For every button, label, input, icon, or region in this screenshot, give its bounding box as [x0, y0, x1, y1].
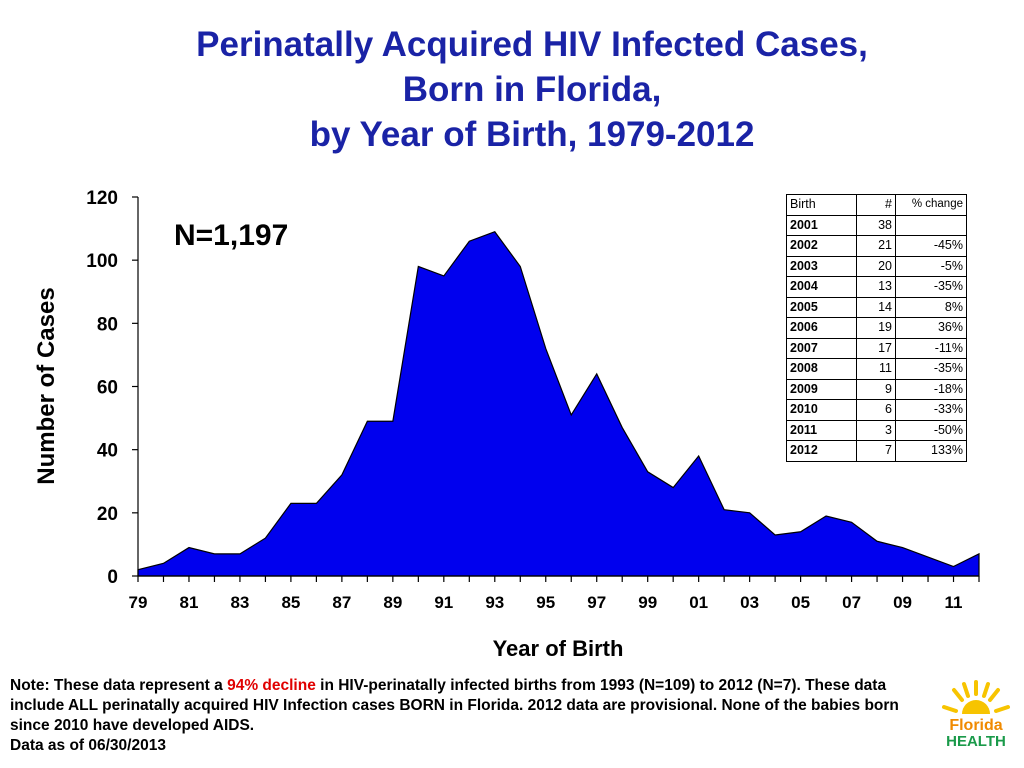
table-cell-year: 2008 — [786, 358, 857, 380]
chart-title: Perinatally Acquired HIV Infected Cases,… — [0, 22, 1024, 157]
note-highlight: 94% decline — [227, 677, 316, 694]
table-cell-count: 6 — [856, 399, 896, 421]
table-cell-year: 2003 — [786, 255, 857, 277]
note-text-before: Note: These data represent a — [10, 677, 228, 694]
sun-icon — [938, 680, 1014, 750]
y-tick-label: 80 — [97, 314, 118, 335]
table-row: 2009 9 -18% — [786, 378, 967, 400]
x-tick-label: 89 — [383, 593, 402, 612]
table-cell-percent-change: -50% — [895, 419, 967, 441]
table-cell-count: 9 — [856, 378, 896, 400]
table-cell-year: 2005 — [786, 296, 857, 318]
title-line-2: Born in Florida, — [402, 70, 662, 109]
y-tick-label: 0 — [107, 567, 118, 588]
x-tick-label: 11 — [945, 593, 963, 612]
table-cell-count: 19 — [856, 317, 896, 339]
table-cell-year: 2009 — [786, 378, 857, 400]
table-row: 2010 6 -33% — [786, 399, 967, 421]
table-cell-percent-change: -45% — [895, 235, 967, 257]
y-tick-label: 100 — [86, 251, 118, 272]
table-row: 2005 14 8% — [786, 296, 967, 318]
table-cell-count: 17 — [856, 337, 896, 359]
x-tick-label: 05 — [791, 593, 810, 612]
note-text-after: in HIV-perinatally infected births from … — [10, 677, 899, 734]
x-tick-label: 91 — [434, 593, 453, 612]
header-count: # — [856, 194, 896, 216]
births-by-year-table: Birth # % change 2001 38 2002 21 -45% 2003 20-… — [786, 194, 967, 462]
logo-text-florida: Florida — [949, 717, 1002, 734]
y-axis-label: Number of Cases — [33, 287, 60, 485]
table-cell-percent-change: -35% — [895, 358, 967, 380]
x-tick-label: 03 — [740, 593, 759, 612]
footnote: Note: These data represent a 94% decline… — [10, 676, 930, 756]
table-row: 2011 3 -50% — [786, 419, 967, 441]
table-row: 2004 13 -35% — [786, 276, 967, 298]
table-row: 2012 7 133% — [786, 440, 967, 462]
x-tick-label: 93 — [485, 593, 504, 612]
x-tick-label: 95 — [536, 593, 555, 612]
title-line-1: Perinatally Acquired HIV Infected Cases, — [196, 25, 868, 64]
note-date-line: Data as of 06/30/2013 — [10, 737, 166, 754]
x-tick-label: 99 — [638, 593, 657, 612]
table-row: 2008 11 -35% — [786, 358, 967, 380]
header-percent-change: % change — [895, 194, 967, 216]
table-row: 2007 17 -11% — [786, 337, 967, 359]
table-cell-count: 20 — [856, 255, 896, 277]
table-cell-count: 7 — [856, 440, 896, 462]
x-tick-label: 79 — [129, 593, 148, 612]
table-cell-year: 2012 — [786, 440, 857, 462]
x-tick-label: 09 — [893, 593, 912, 612]
y-tick-label: 120 — [86, 188, 118, 209]
x-tick-label: 87 — [332, 593, 351, 612]
table-cell-count: 14 — [856, 296, 896, 318]
table-cell-count: 21 — [856, 235, 896, 257]
table-row: 2001 38 — [786, 214, 967, 236]
table-cell-year: 2011 — [786, 419, 857, 441]
table-cell-year: 2007 — [786, 337, 857, 359]
table-cell-count: 11 — [856, 358, 896, 380]
y-tick-label: 40 — [97, 441, 118, 462]
table-cell-percent-change: 8% — [895, 296, 967, 318]
florida-health-logo: Florida HEALTH — [938, 680, 1014, 750]
table-cell-count: 38 — [856, 214, 896, 236]
logo-text-health: HEALTH — [946, 733, 1006, 750]
table-row: 2006 19 36% — [786, 317, 967, 339]
table-cell-percent-change: -18% — [895, 378, 967, 400]
y-tick-label: 20 — [97, 504, 118, 525]
table-cell-percent-change — [895, 214, 967, 236]
table-cell-percent-change: -33% — [895, 399, 967, 421]
table-cell-year: 2010 — [786, 399, 857, 421]
table-cell-percent-change: -35% — [895, 276, 967, 298]
x-tick-label: 85 — [281, 593, 300, 612]
table-cell-year: 2006 — [786, 317, 857, 339]
header-birth: Birth — [786, 194, 857, 216]
title-line-3: by Year of Birth, 1979-2012 — [309, 115, 755, 154]
x-tick-label: 97 — [587, 593, 606, 612]
table-cell-count: 3 — [856, 419, 896, 441]
x-tick-label: 81 — [180, 593, 199, 612]
table-header-row: Birth # % change — [786, 194, 967, 216]
table-row: 2002 21 -45% — [786, 235, 967, 257]
table-cell-count: 13 — [856, 276, 896, 298]
case-count-area — [137, 231, 980, 577]
x-tick-label: 07 — [842, 593, 861, 612]
total-count-annotation: N=1,197 — [174, 219, 289, 252]
table-cell-year: 2004 — [786, 276, 857, 298]
table-cell-percent-change: -11% — [895, 337, 967, 359]
x-axis-label: Year of Birth — [492, 636, 624, 661]
table-cell-percent-change: -5% — [895, 255, 967, 277]
table-cell-year: 2002 — [786, 235, 857, 257]
table-row: 2003 20 -5% — [786, 255, 967, 277]
table-cell-percent-change: 133% — [895, 440, 967, 462]
x-tick-label: 01 — [689, 593, 708, 612]
table-cell-percent-change: 36% — [895, 317, 967, 339]
table-cell-year: 2001 — [786, 214, 857, 236]
y-tick-label: 60 — [97, 378, 118, 399]
x-tick-label: 83 — [230, 593, 249, 612]
